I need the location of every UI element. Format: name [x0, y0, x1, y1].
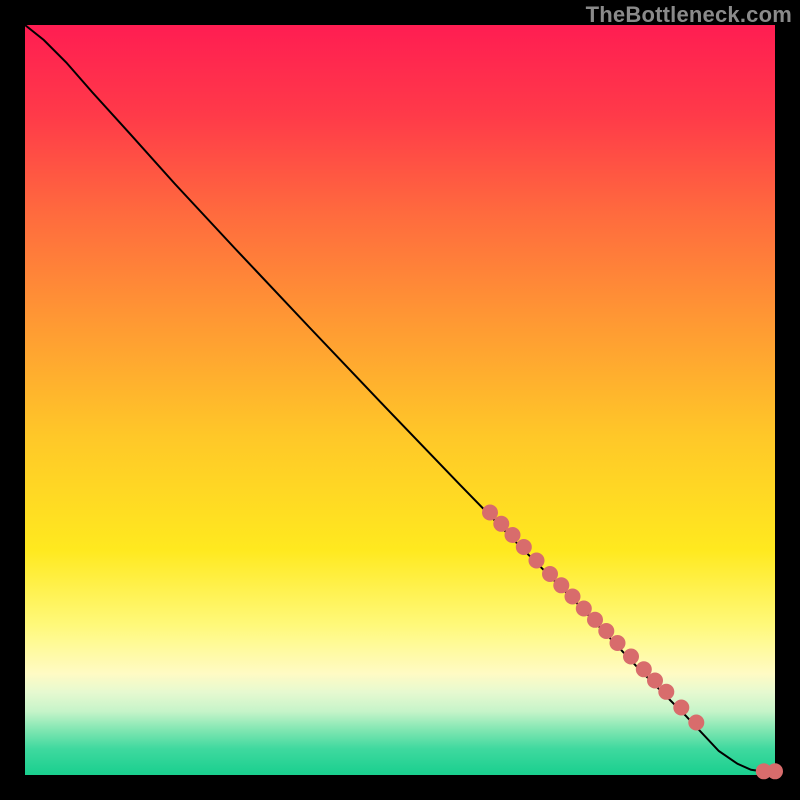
marker-point — [565, 589, 581, 605]
marker-point — [673, 700, 689, 716]
marker-point — [505, 527, 521, 543]
marker-point — [516, 539, 532, 555]
canvas: TheBottleneck.com — [0, 0, 800, 800]
marker-point — [623, 649, 639, 665]
watermark-text: TheBottleneck.com — [586, 2, 792, 28]
marker-point — [610, 635, 626, 651]
marker-point — [482, 505, 498, 521]
marker-point — [598, 623, 614, 639]
marker-point — [529, 553, 545, 569]
marker-point — [658, 684, 674, 700]
gradient-backdrop — [25, 25, 775, 775]
marker-point — [542, 566, 558, 582]
marker-point — [688, 715, 704, 731]
marker-point — [767, 763, 783, 779]
plot-svg — [0, 0, 800, 800]
marker-point — [647, 673, 663, 689]
